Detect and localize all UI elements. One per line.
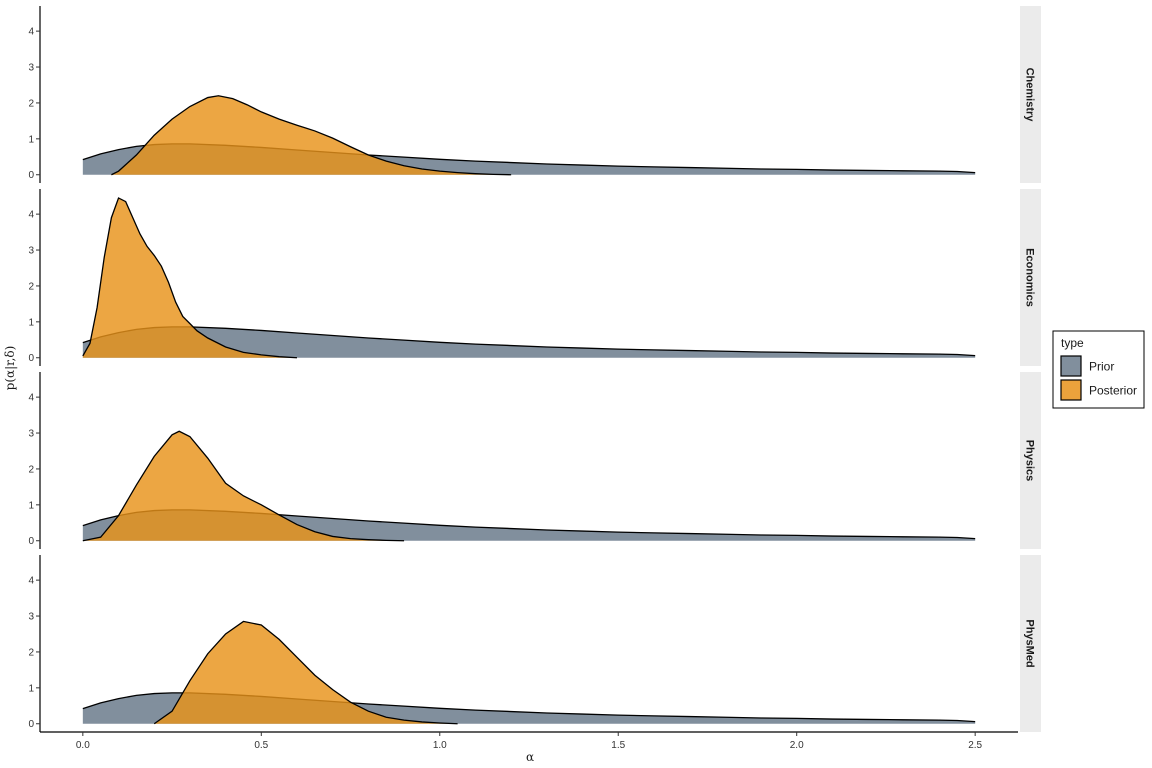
- plot-area: [82, 197, 976, 359]
- y-tick-label: 2: [28, 647, 34, 658]
- legend-label-prior: Prior: [1089, 360, 1114, 374]
- x-tick-label: 1.5: [611, 740, 625, 751]
- facet-panel-physmed: 0 1 2 3 4 PhysMed: [28, 555, 1041, 732]
- facet-strip: [1020, 372, 1041, 549]
- legend-title: type: [1061, 336, 1084, 350]
- legend-key-posterior: [1060, 379, 1082, 401]
- facet-panel-chemistry: 0 1 2 3 4 Chemistry: [28, 6, 1041, 183]
- legend: type Prior Posterior: [1052, 330, 1145, 409]
- plot-area: [82, 620, 976, 725]
- posterior-line: [82, 430, 405, 542]
- y-tick-label: 3: [28, 63, 34, 74]
- plot-area: [82, 95, 976, 176]
- y-tick-label: 4: [28, 210, 34, 221]
- legend-label-posterior: Posterior: [1089, 384, 1137, 398]
- x-tick-label: 0.0: [76, 740, 90, 751]
- posterior-line: [153, 620, 458, 725]
- legend-key-prior: [1060, 355, 1082, 377]
- x-tick-label: 0.5: [254, 740, 268, 751]
- x-axis: 0.0 0.5 1.0 1.5 2.0 2.5: [40, 731, 1018, 751]
- y-tick-label: 3: [28, 612, 34, 623]
- y-tick-label: 1: [28, 317, 34, 328]
- posterior-area: [82, 431, 405, 541]
- posterior-area: [82, 197, 297, 358]
- y-tick-label: 0: [28, 536, 34, 547]
- y-tick-label: 0: [28, 170, 34, 181]
- posterior-line: [111, 95, 512, 176]
- prior-area: [82, 326, 976, 358]
- y-axis-title: p(α|r,δ): [3, 346, 17, 391]
- y-tick-label: 4: [28, 27, 34, 38]
- facet-strip: [1020, 6, 1041, 183]
- y-tick-label: 2: [28, 464, 34, 475]
- prior-line: [82, 692, 976, 723]
- y-tick-label: 0: [28, 353, 34, 364]
- y-tick-label: 4: [28, 393, 34, 404]
- y-tick-label: 0: [28, 719, 34, 730]
- facet-strip-label: Economics: [1024, 248, 1036, 307]
- facet-strip-label: PhysMed: [1024, 619, 1036, 667]
- y-tick-label: 1: [28, 500, 34, 511]
- x-axis-title: α: [526, 750, 534, 764]
- facet-panel-economics: 0 1 2 3 4 Economics: [28, 189, 1041, 366]
- facet-strip: [1020, 189, 1041, 366]
- posterior-area: [111, 95, 512, 175]
- x-tick-label: 1.0: [433, 740, 447, 751]
- facet-panel-physics: 0 1 2 3 4 Physics: [28, 372, 1041, 549]
- facet-panels: 0 1 2 3 4 Chemistry 0 1 2 3 4 Economics 0 1 2 3 4 Physics…: [28, 6, 1041, 732]
- x-tick-label: 2.0: [790, 740, 804, 751]
- y-tick-label: 2: [28, 281, 34, 292]
- facet-strip-label: Physics: [1024, 440, 1036, 482]
- x-tick-label: 2.5: [968, 740, 982, 751]
- y-tick-label: 3: [28, 429, 34, 440]
- facet-strip-label: Chemistry: [1024, 68, 1036, 123]
- y-tick-label: 4: [28, 576, 34, 587]
- y-tick-label: 3: [28, 246, 34, 257]
- y-tick-label: 1: [28, 134, 34, 145]
- y-tick-label: 1: [28, 683, 34, 694]
- y-tick-label: 2: [28, 98, 34, 109]
- facet-strip: [1020, 555, 1041, 732]
- plot-area: [82, 430, 976, 542]
- posterior-line: [82, 197, 298, 359]
- posterior-area: [154, 621, 458, 724]
